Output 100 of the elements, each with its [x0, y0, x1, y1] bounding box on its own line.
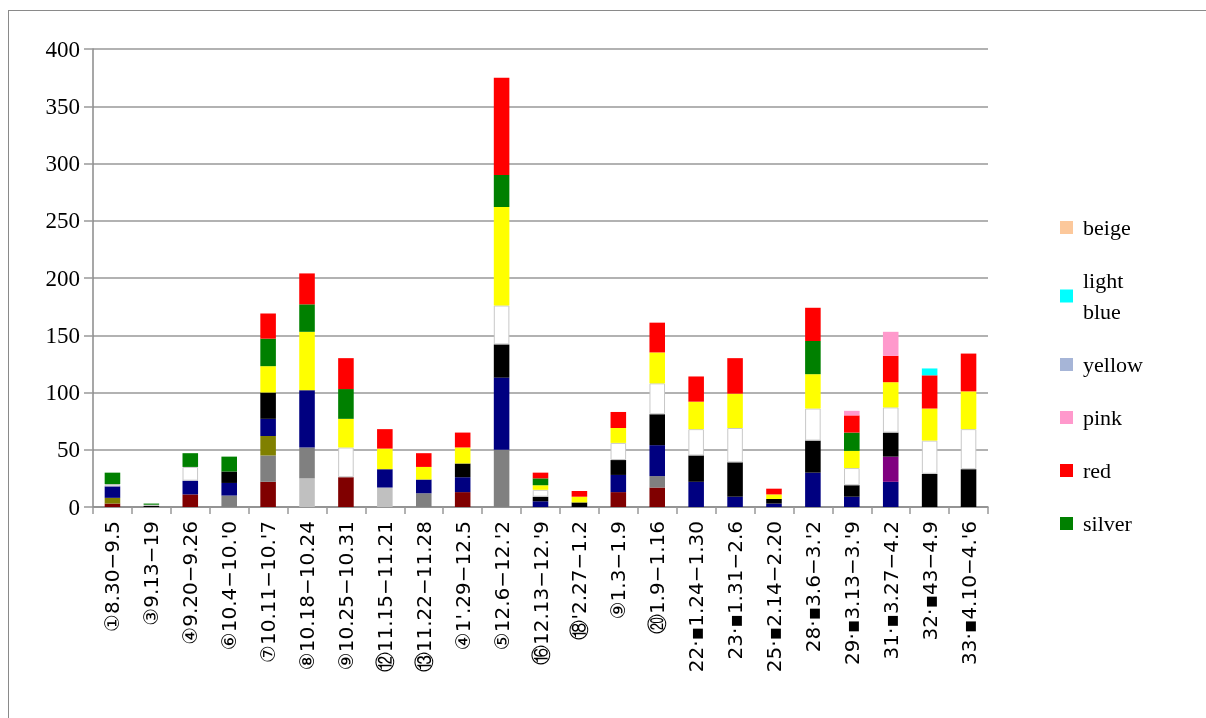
bar	[649, 414, 666, 446]
x-tick-label: ⑬11.22−11.28	[411, 521, 436, 673]
y-tick-label: 0	[68, 494, 80, 520]
bar	[960, 429, 977, 470]
y-tick-label: 200	[45, 265, 80, 291]
bar	[454, 432, 471, 448]
bar	[377, 469, 393, 488]
bar	[571, 502, 588, 507]
legend-label: pink	[1083, 405, 1123, 430]
legend-label: yellow	[1083, 352, 1143, 377]
x-tick-label: ⑦10.11−10.'7	[256, 521, 281, 663]
bar	[260, 455, 276, 482]
bar	[649, 487, 666, 507]
bar	[844, 468, 860, 486]
y-tick-label: 150	[45, 322, 80, 348]
bar	[882, 355, 899, 383]
x-tick-label: 31·▪3.27−4.2	[878, 521, 903, 660]
bar	[415, 479, 432, 494]
x-tick-label: 32·▪43−4.9	[917, 521, 942, 641]
bar	[532, 501, 549, 507]
bar	[766, 498, 782, 504]
bar	[454, 447, 471, 464]
bar	[454, 492, 471, 507]
x-tick-label: 28·▪3.6−3.'2	[800, 521, 825, 653]
legend-label: silver	[1083, 511, 1133, 536]
y-tick-label: 400	[45, 36, 80, 62]
bar	[182, 480, 199, 495]
x-tick-label: 23·▪1.31−2.6	[723, 521, 748, 660]
bar	[493, 377, 510, 450]
bar	[610, 474, 627, 493]
bar	[415, 466, 432, 480]
bar	[921, 375, 938, 409]
bar	[182, 494, 199, 507]
bar	[338, 389, 354, 419]
x-tick-label: ⑨1.3−1.9	[606, 521, 631, 620]
legend-label: light blue	[1083, 268, 1129, 324]
bar	[805, 472, 821, 507]
bar	[649, 445, 666, 477]
bar	[844, 410, 860, 416]
bar	[454, 463, 471, 478]
bar	[454, 477, 471, 493]
bar	[221, 456, 237, 472]
x-tick-label: ③9.13−19	[139, 521, 164, 626]
bar	[882, 382, 899, 408]
bar	[182, 466, 199, 481]
y-tick-label: 350	[45, 93, 80, 119]
bar	[688, 481, 704, 507]
bar	[260, 338, 276, 367]
x-tick-label: ⑧10.18−10.24	[295, 521, 320, 671]
bar	[727, 496, 743, 507]
bar	[299, 304, 315, 332]
bar	[299, 331, 315, 391]
bar	[766, 494, 782, 499]
bar	[688, 376, 704, 402]
x-tick-label: ⑥10.4−10.'0	[217, 521, 242, 651]
bar	[844, 496, 860, 507]
bar	[377, 487, 393, 507]
bar	[338, 477, 354, 507]
bar	[377, 429, 393, 449]
x-tick-label: 33·▪4.10−4.'6	[956, 521, 981, 665]
bar	[649, 322, 666, 353]
bar	[260, 366, 276, 393]
bar	[805, 374, 821, 409]
bar	[299, 447, 315, 479]
x-tick-label: ⑳1.9−1.16	[645, 521, 670, 635]
bar	[260, 436, 276, 456]
bar	[844, 485, 860, 497]
bar	[649, 352, 666, 384]
bar	[104, 486, 121, 498]
y-tick-label: 50	[57, 437, 80, 463]
bar	[727, 462, 743, 497]
bar	[844, 415, 860, 433]
bar	[766, 503, 782, 507]
bar	[299, 273, 315, 305]
bar	[921, 368, 938, 376]
bar	[493, 207, 510, 306]
bar	[882, 331, 899, 356]
bar	[960, 353, 977, 392]
legend-label: red	[1083, 458, 1112, 483]
bar	[493, 77, 510, 175]
bar	[493, 305, 510, 345]
bar	[493, 344, 510, 378]
bar	[805, 440, 821, 473]
bar	[844, 450, 860, 469]
bar	[960, 469, 977, 507]
x-tick-label: 22·▪1.24−1.30	[684, 521, 709, 673]
bar	[921, 440, 938, 474]
bar	[921, 473, 938, 507]
y-tick-label: 300	[45, 151, 80, 176]
bar	[532, 489, 549, 497]
bar	[921, 408, 938, 441]
bar	[882, 481, 899, 507]
bar	[415, 453, 432, 467]
x-tick-label: ④1'.29−12.5	[450, 521, 475, 651]
x-tick-label: ⑨10.25−10.31	[333, 521, 358, 671]
bar	[805, 340, 821, 375]
bar	[221, 471, 237, 483]
bar	[727, 428, 743, 463]
bar	[766, 488, 782, 495]
bar	[727, 393, 743, 428]
